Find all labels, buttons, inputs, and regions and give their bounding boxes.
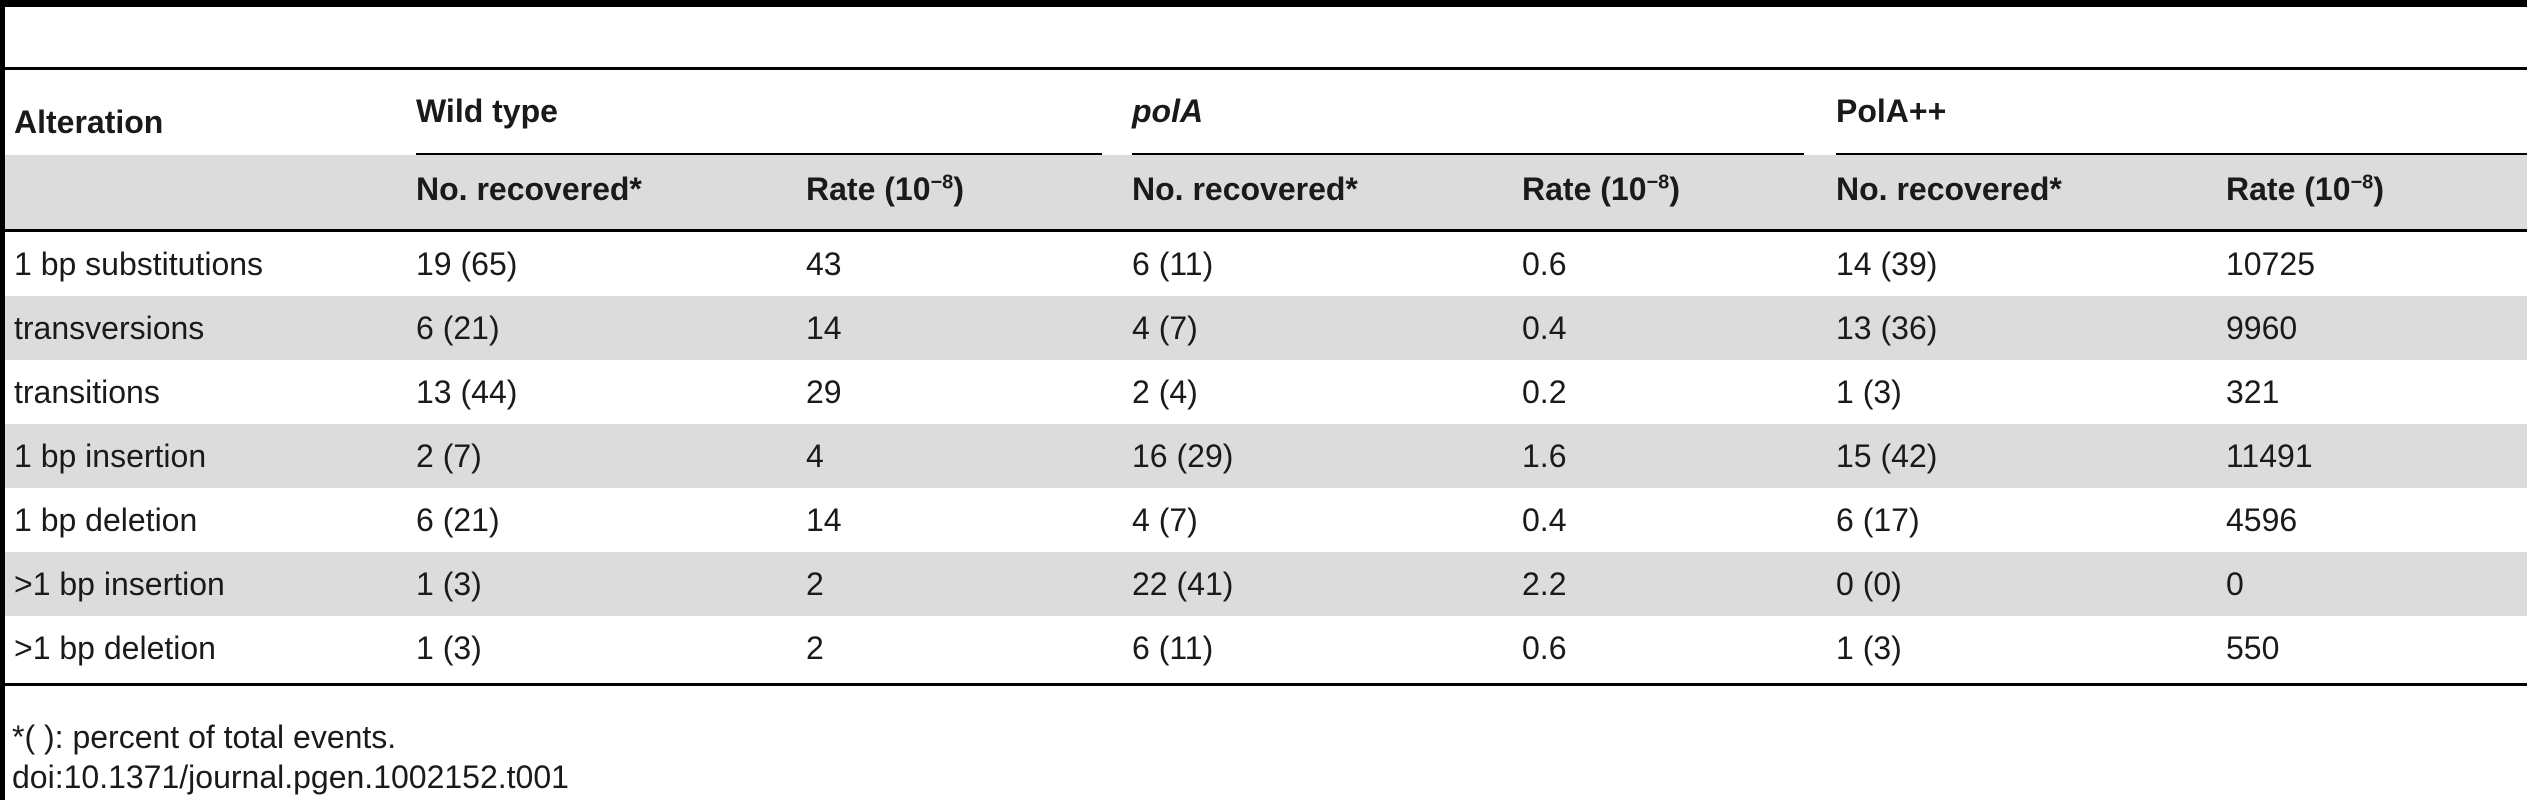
subheader-band (5, 155, 2527, 229)
cell-rate-pola: 0.6 (1522, 630, 1567, 666)
rate-exponent: −8 (930, 171, 954, 194)
cell-rate-pola: 1.6 (1522, 438, 1567, 474)
header-bottom-rule (0, 229, 2527, 232)
subheader-no-recovered-pola: No. recovered* (1132, 171, 1358, 207)
table-bottom-rule (0, 683, 2527, 686)
cell-rate-wild-type: 2 (806, 566, 824, 602)
cell-rate-wild-type: 29 (806, 374, 842, 410)
cell-no-recovered-wild-type: 1 (3) (416, 630, 482, 666)
subheader-rate-wild-type: Rate (10−8) (806, 171, 964, 207)
cell-no-recovered-pola: 6 (11) (1132, 630, 1214, 666)
footnote-doi: doi:10.1371/journal.pgen.1002152.t001 (12, 759, 569, 795)
cell-no-recovered-pola-plus: 14 (39) (1836, 246, 1938, 282)
cell-no-recovered-pola: 4 (7) (1132, 502, 1198, 538)
cell-rate-pola-plus: 9960 (2226, 310, 2298, 346)
group-header-wild-type: Wild type (416, 93, 558, 129)
cell-no-recovered-pola-plus: 6 (17) (1836, 502, 1920, 538)
cell-rate-pola-plus: 10725 (2226, 246, 2315, 282)
subheader-rate-pola-plus: Rate (10−8) (2226, 171, 2384, 207)
cell-rate-wild-type: 4 (806, 438, 824, 474)
subheader-no-recovered-pola-plus: No. recovered* (1836, 171, 2062, 207)
subheader-no-recovered-wild-type: No. recovered* (416, 171, 642, 207)
row-label: 1 bp substitutions (14, 246, 264, 282)
cell-rate-pola: 2.2 (1522, 566, 1567, 602)
cell-rate-pola: 0.2 (1522, 374, 1567, 410)
group-underline-wild-type (416, 153, 1102, 155)
cell-no-recovered-pola-plus: 15 (42) (1836, 438, 1938, 474)
cell-no-recovered-pola: 22 (41) (1132, 566, 1234, 602)
cell-rate-wild-type: 14 (806, 502, 842, 538)
cell-no-recovered-wild-type: 6 (21) (416, 310, 500, 346)
cell-no-recovered-pola: 6 (11) (1132, 246, 1214, 282)
cell-no-recovered-pola-plus: 1 (3) (1836, 374, 1902, 410)
left-border-rule (0, 0, 5, 800)
rate-exponent: −8 (2350, 171, 2374, 194)
cell-no-recovered-wild-type: 1 (3) (416, 566, 482, 602)
cell-no-recovered-pola-plus: 13 (36) (1836, 310, 1938, 346)
cell-no-recovered-pola-plus: 1 (3) (1836, 630, 1902, 666)
row-label: transitions (14, 374, 160, 410)
footnote-percent: *( ): percent of total events. (12, 719, 397, 755)
row-label: >1 bp deletion (14, 630, 216, 666)
row-label: 1 bp deletion (14, 502, 198, 538)
header-alteration: Alteration (14, 104, 164, 140)
cell-no-recovered-pola: 2 (4) (1132, 374, 1198, 410)
cell-rate-pola: 0.6 (1522, 246, 1567, 282)
top-border-rule (0, 0, 2527, 7)
group-underline-pola-plus (1836, 153, 2527, 155)
cell-rate-pola-plus: 321 (2226, 374, 2280, 410)
row-label: 1 bp insertion (14, 438, 207, 474)
cell-no-recovered-pola-plus: 0 (0) (1836, 566, 1902, 602)
row-label: transversions (14, 310, 205, 346)
rate-exponent: −8 (1646, 171, 1670, 194)
cell-no-recovered-pola: 16 (29) (1132, 438, 1234, 474)
cell-no-recovered-wild-type: 19 (65) (416, 246, 518, 282)
cell-no-recovered-wild-type: 6 (21) (416, 502, 500, 538)
cell-rate-pola-plus: 550 (2226, 630, 2280, 666)
row-band (5, 296, 2527, 360)
cell-rate-wild-type: 2 (806, 630, 824, 666)
cell-rate-pola: 0.4 (1522, 502, 1567, 538)
row-band (5, 424, 2527, 488)
header-top-rule (0, 67, 2527, 70)
cell-rate-pola-plus: 4596 (2226, 502, 2298, 538)
cell-rate-wild-type: 14 (806, 310, 842, 346)
group-header-pola-plus: PolA++ (1836, 93, 1947, 129)
cell-rate-pola-plus: 0 (2226, 566, 2244, 602)
cell-no-recovered-wild-type: 13 (44) (416, 374, 518, 410)
group-header-pola: polA (1132, 93, 1204, 129)
group-underline-pola (1132, 153, 1804, 155)
row-label: >1 bp insertion (14, 566, 225, 602)
cell-rate-pola: 0.4 (1522, 310, 1567, 346)
subheader-rate-pola: Rate (10−8) (1522, 171, 1680, 207)
cell-rate-pola-plus: 11491 (2226, 438, 2313, 474)
cell-rate-wild-type: 43 (806, 246, 842, 282)
row-band (5, 552, 2527, 616)
cell-no-recovered-pola: 4 (7) (1132, 310, 1198, 346)
cell-no-recovered-wild-type: 2 (7) (416, 438, 482, 474)
